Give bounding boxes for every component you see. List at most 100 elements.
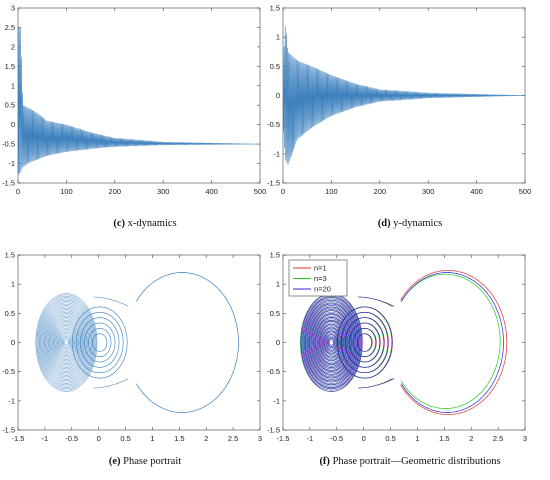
x-tick-label-c-5: 500 [254,187,267,196]
x-tick-label-d-5: 500 [519,187,532,196]
left-spiral-ring-f-2-24 [320,325,343,360]
neck-top-f-2 [358,296,394,307]
y-tick-label-c-3: 0 [11,120,15,129]
right-spiral-ring-e-0-1 [76,311,124,374]
left-spiral-ring-e-0-31 [60,334,72,351]
left-spiral-ring-e-0-22 [53,322,80,363]
neck-top-e-0 [93,296,129,307]
caption-d: (d) y-dynamics [295,218,525,229]
y-tick-label-e-0: -1.5 [2,426,15,435]
y-tick-label-e-4: 0.5 [5,309,15,318]
y-tick-label-e-5: 1 [11,280,15,289]
caption-c: (c) x-dynamics [30,218,260,229]
y-tick-label-c-5: 1 [11,81,15,90]
left-spiral-ring-f-2-15 [312,313,351,372]
y-tick-label-c-0: -1.5 [2,179,15,188]
legend-label-f-1: n=3 [314,274,327,283]
right-spiral-ring-e-0-4 [88,328,112,357]
left-spiral-ring-e-0-19 [51,318,82,367]
series-line-d [282,26,525,165]
left-spiral-ring-e-0-9 [42,305,90,380]
left-spiral-ring-f-2-7 [306,302,357,383]
left-spiral-ring-e-0-18 [50,317,83,368]
y-tick-label-f-1: -1 [273,396,280,405]
y-tick-label-f-0: -1.5 [267,426,280,435]
caption-d-label: (d) [377,218,391,229]
left-spiral-ring-f-2-12 [310,309,353,376]
left-spiral-ring-f-2-6 [305,301,358,384]
y-tick-label-c-7: 2 [11,42,15,51]
y-tick-label-f-6: 1.5 [270,251,280,260]
left-spiral-ring-e-0-12 [45,309,88,376]
left-spiral-ring-f-2-3 [302,297,360,388]
chart-d: 0 100 200 300 400 500 -1.5 -1 -0.5 0 0.5 1 1.5 [267,4,531,197]
x-tick-label-d-0: 0 [281,187,285,196]
x-tick-label-f-7: 2 [469,434,473,443]
y-tick-label-f-4: 0.5 [270,309,280,318]
left-spiral-ring-f-2-5 [304,299,359,386]
left-spiral-ring-e-0-29 [59,331,74,354]
y-tick-label-c-8: 2.5 [5,23,15,32]
left-spiral-ring-e-0-10 [43,306,90,379]
y-tick-label-e-6: 1.5 [5,251,15,260]
chart-f: -1.5 -1 -0.5 0 0.5 1 1.5 2 2.5 3 -1.5 -1 -0.5 0 0.5 1 1.… [267,251,527,444]
left-spiral-ring-f-2-28 [323,330,340,355]
x-tick-label-f-3: 0 [362,434,366,443]
left-spiral-ring-e-0-4 [38,298,94,387]
left-spiral-ring-f-2-4 [303,298,360,387]
x-tick-label-d-2: 200 [374,187,387,196]
left-spiral-ring-e-0-32 [61,335,71,350]
y-tick-label-e-2: -0.5 [2,367,15,376]
left-spiral-ring-f-2-14 [311,311,351,374]
series-f-2 [300,272,504,413]
x-tick-label-d-3: 300 [422,187,435,196]
left-spiral-ring-f-2-26 [321,327,341,358]
chart-c: 0 100 200 300 400 500 -1.5 -1 -0.5 0 0.5 1 1.5 2 2.5 3 [2,4,266,197]
neck-top-f-1 [358,296,392,307]
left-spiral-ring-e-0-3 [37,297,95,388]
left-spiral-ring-f-2-33 [327,337,336,348]
y-tick-label-c-4: 0.5 [5,101,15,110]
left-spiral-ring-e-0-35 [64,339,69,346]
left-spiral-ring-e-0-23 [54,323,79,362]
legend-label-f-2: n=20 [314,285,331,294]
left-spiral-ring-e-0-5 [39,299,94,386]
y-tick-label-d-0: -1.5 [267,179,280,188]
caption-e: (e) Phase portrait [30,456,260,467]
x-tick-label-e-1: -1 [42,434,49,443]
left-spiral-ring-f-2-16 [313,314,350,371]
left-spiral-ring-f-2-18 [315,317,348,368]
series-line-c [17,25,260,175]
x-tick-label-f-9: 3 [523,434,527,443]
right-spiral-ring-f-2-1 [341,311,389,374]
caption-e-label: (e) [108,456,121,467]
left-spiral-ring-e-0-1 [36,294,97,391]
y-tick-label-f-2: -0.5 [267,367,280,376]
chart-e: -1.5 -1 -0.5 0 0.5 1 1.5 2 2.5 3 -1.5 -1 -0.5 0 0.5 1 1.… [2,251,262,444]
left-spiral-ring-f-2-34 [328,338,335,347]
x-tick-label-c-2: 200 [109,187,122,196]
x-tick-label-e-4: 0.5 [120,434,130,443]
left-spiral-ring-f-2-13 [311,310,352,375]
outer-loop-f-2 [401,272,504,413]
outer-loop-e-0 [136,272,239,413]
x-tick-label-f-0: -1.5 [277,434,290,443]
left-spiral-ring-f-2-19 [316,318,347,367]
left-spiral-ring-e-0-17 [49,315,84,370]
neck-bottom-f-1 [358,378,392,389]
left-spiral-ring-e-0-24 [55,325,78,360]
left-spiral-ring-e-0-2 [37,295,96,390]
y-tick-label-d-3: 0 [276,91,280,100]
left-spiral-ring-e-0-26 [56,327,76,358]
y-tick-label-f-5: 1 [276,280,280,289]
x-tick-label-c-0: 0 [16,187,20,196]
left-spiral-ring-e-0-15 [47,313,85,372]
caption-f: (f) Phase portrait—Geometric distributio… [295,456,525,467]
x-tick-label-f-1: -1 [307,434,314,443]
left-spiral-ring-e-0-6 [40,301,93,384]
left-spiral-ring-f-2-23 [319,323,344,362]
axes-box-e [17,254,261,431]
x-tick-label-e-2: -0.5 [65,434,78,443]
caption-c-label: (c) [113,218,126,229]
x-tick-label-c-3: 300 [157,187,170,196]
